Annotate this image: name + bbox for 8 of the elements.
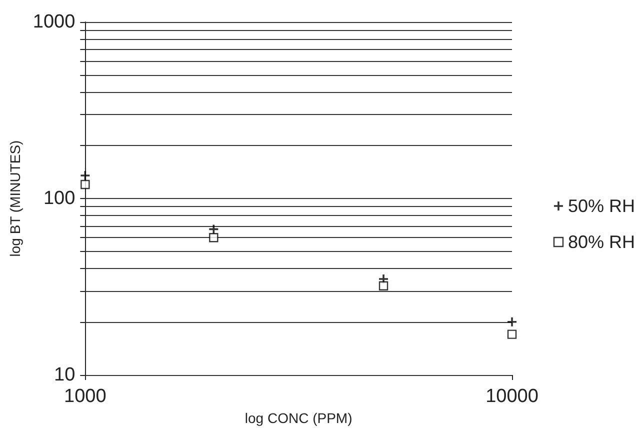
y-axis-title: log BT (MINUTES) [7,140,23,257]
x-axis-title: log CONC (PPM) [244,410,352,426]
legend-label: 80% RH [568,232,636,252]
legend-label: 50% RH [568,196,636,216]
y-tick-label: 10 [54,364,76,386]
x-tick-label: 10000 [486,386,538,407]
y-tick-label: 1000 [32,12,76,32]
y-tick-label: 100 [43,188,76,209]
